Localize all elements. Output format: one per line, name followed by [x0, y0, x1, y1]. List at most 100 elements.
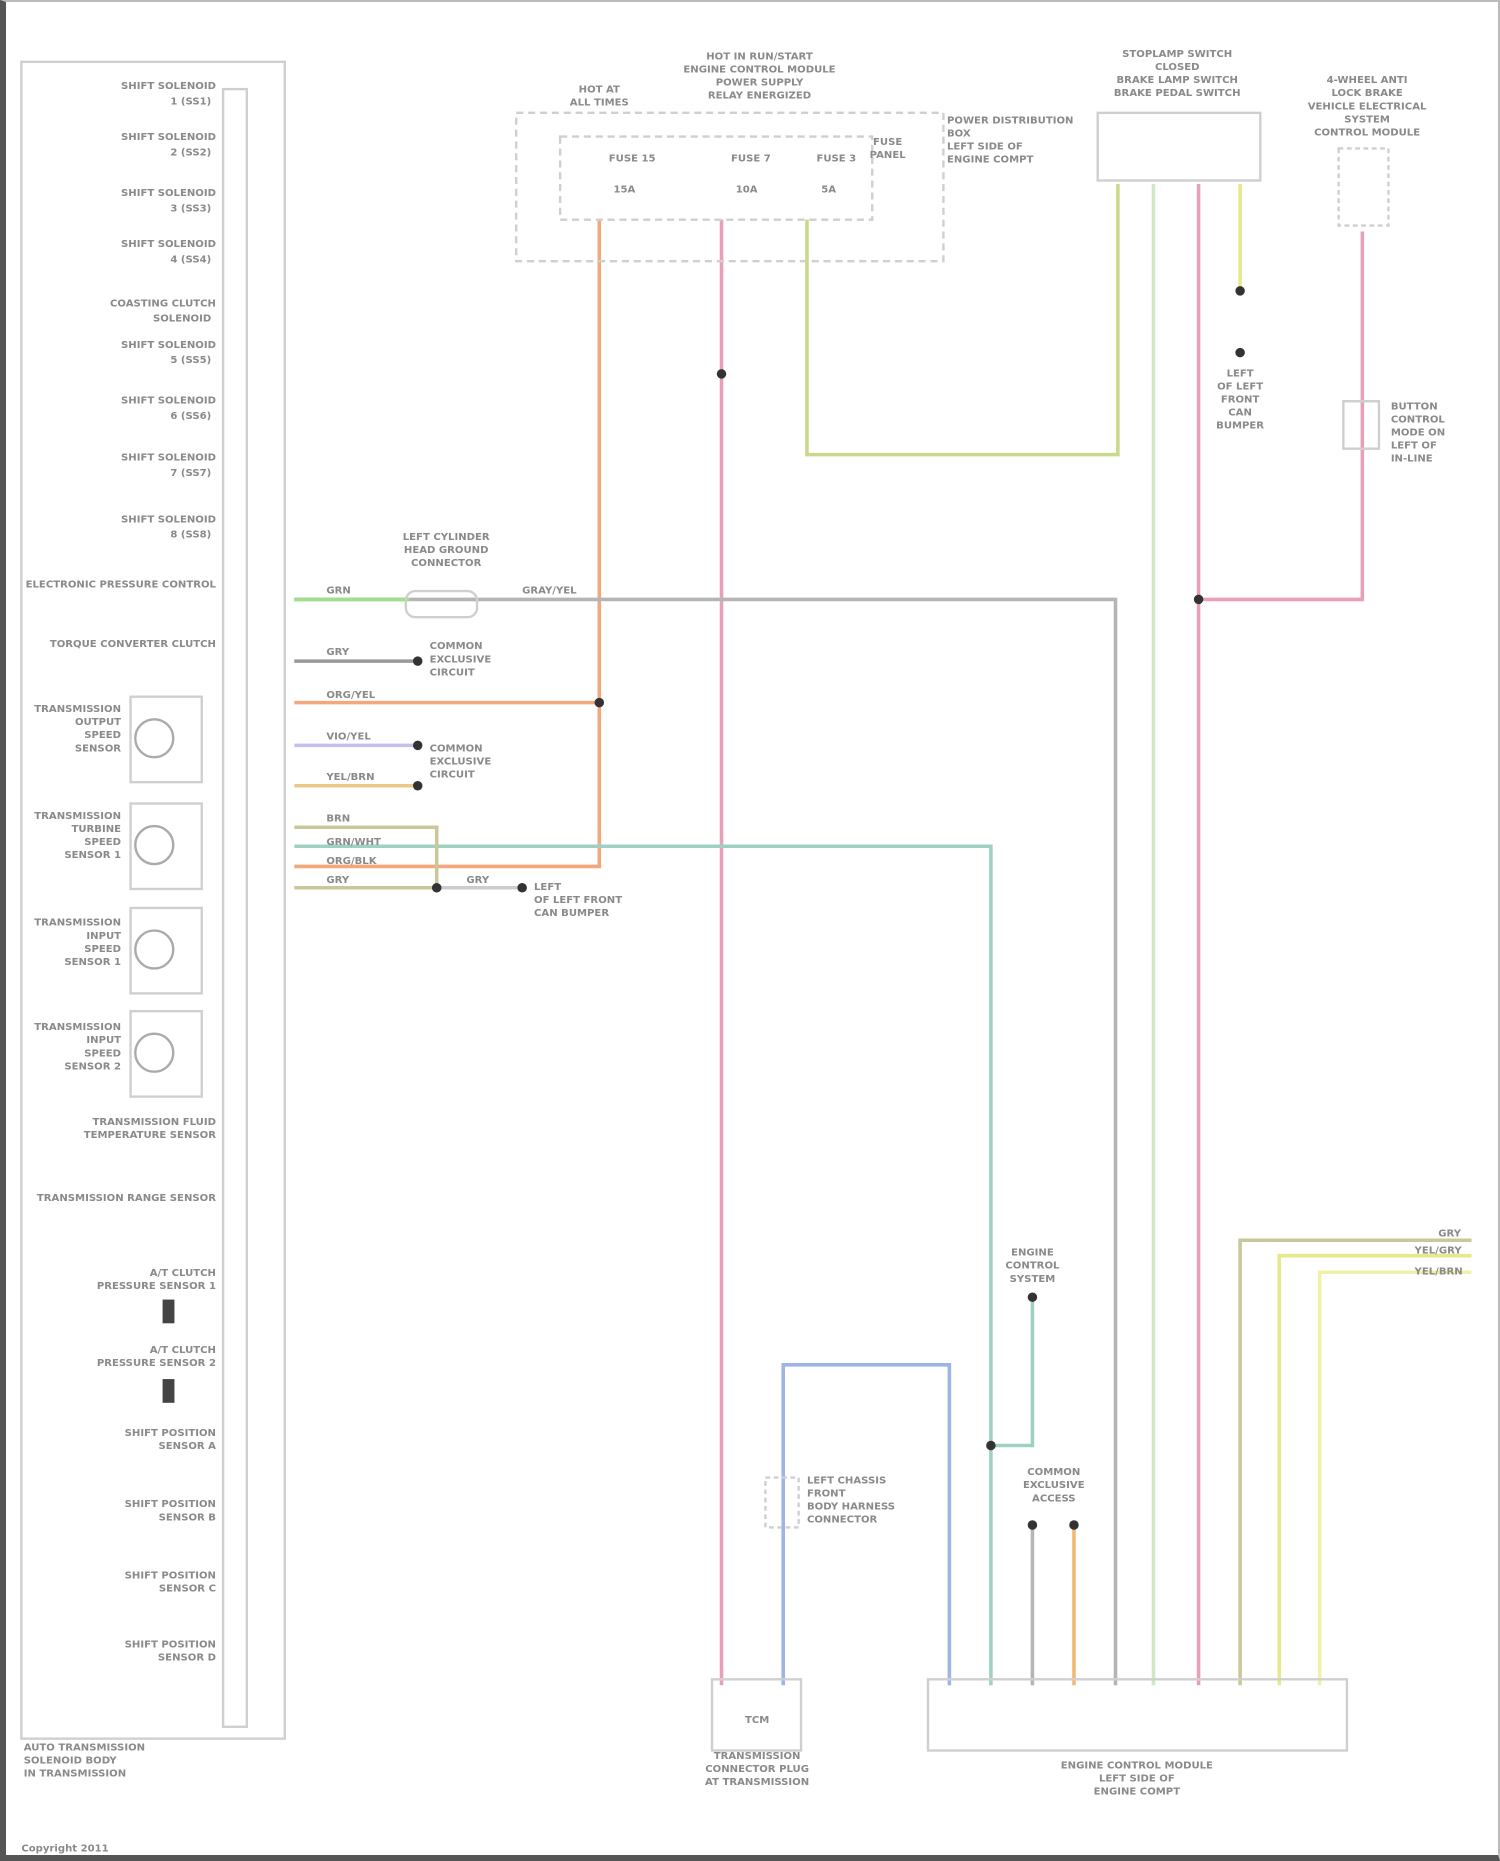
speed-sensor-label: SPEED — [84, 837, 121, 848]
component-sub: 2 (SS2) — [170, 148, 211, 159]
sensor-label: SHIFT POSITION — [125, 1428, 216, 1439]
speed-sensor-body — [129, 906, 203, 995]
control-module-box — [1337, 147, 1390, 227]
component-name: SHIFT SOLENOID — [121, 132, 216, 143]
module-title: AUTO TRANSMISSION — [24, 1743, 145, 1754]
speed-sensor-label: SPEED — [84, 730, 121, 741]
power-distribution-label: ENGINE COMPT — [947, 155, 1034, 166]
sensor-label: SHIFT POSITION — [125, 1639, 216, 1650]
speed-sensor-label: SENSOR 1 — [64, 850, 121, 861]
chassis-connector-label: LEFT CHASSIS — [807, 1476, 886, 1487]
ground-note-label: CAN BUMPER — [534, 908, 609, 919]
wire-label-gnd: GRY — [466, 875, 489, 886]
common-access-label: EXCLUSIVE — [1023, 1480, 1085, 1491]
wire-label-r2: YEL/GRY — [1414, 1245, 1463, 1256]
splice-dot — [431, 883, 442, 893]
splice-dot — [594, 697, 605, 708]
trans-connector-pin: TCM — [745, 1715, 769, 1726]
component-boxes — [20, 60, 1390, 1752]
sensor-label: A/T CLUTCH — [150, 1268, 216, 1279]
hot-at-all-times-label: HOT AT — [579, 85, 620, 96]
trans-connector-label: AT TRANSMISSION — [705, 1777, 809, 1788]
cylinder-head-connector — [404, 589, 479, 619]
component-name: SHIFT SOLENOID — [121, 396, 216, 407]
sensor-label: SENSOR C — [159, 1583, 216, 1594]
component-sub: 6 (SS6) — [170, 411, 211, 422]
wire-label-olv: GRY — [326, 875, 349, 886]
stoplamp-switch-label: BRAKE PEDAL SWITCH — [1114, 88, 1241, 99]
splice-dot — [1235, 286, 1245, 296]
power-distribution-box — [515, 111, 945, 263]
component-sub: 1 (SS1) — [170, 97, 211, 108]
ecm-label: LEFT SIDE OF — [1099, 1773, 1175, 1784]
speed-sensor-label: SENSOR 2 — [64, 1061, 121, 1072]
wire-brn-loop — [294, 825, 439, 890]
speed-sensor-label: TURBINE — [71, 824, 121, 835]
fuse-name: FUSE 15 — [609, 154, 656, 165]
ground-label: BUMPER — [1216, 421, 1264, 432]
wire-label-org2: ORG/BLK — [326, 856, 377, 867]
inline-splice-label: BUTTON — [1391, 402, 1438, 413]
sensor-label: TRANSMISSION RANGE SENSOR — [37, 1193, 216, 1204]
splice-dot — [986, 1440, 996, 1451]
hot-in-run-label: POWER SUPPLY — [716, 78, 804, 89]
footer-text: Copyright 2011 — [21, 1843, 108, 1854]
hot-in-run-label: ENGINE CONTROL MODULE — [683, 65, 835, 76]
speed-sensor-label: TRANSMISSION — [34, 704, 121, 715]
speed-sensor-body — [129, 695, 203, 784]
control-module-label: CONTROL MODULE — [1314, 127, 1420, 138]
wire-light-yellow — [1317, 1270, 1472, 1686]
fuse-name: FUSE 3 — [816, 154, 856, 165]
wire-blue — [781, 1363, 952, 1686]
component-sub: 3 (SS3) — [170, 203, 211, 214]
cylinder-head-connector-label: LEFT CYLINDER — [403, 532, 490, 543]
inline-splice-label: LEFT OF — [1391, 441, 1437, 452]
hot-at-all-times-label: ALL TIMES — [570, 98, 629, 109]
ground-label: CAN — [1228, 407, 1252, 418]
fuse-panel — [558, 135, 874, 221]
inline-splice-box — [1342, 400, 1381, 450]
stoplamp-switch-label: CLOSED — [1155, 62, 1200, 73]
wire-label-green: GRN — [326, 585, 350, 596]
module-title: IN TRANSMISSION — [24, 1769, 126, 1780]
sensor-label: PRESSURE SENSOR 1 — [97, 1281, 216, 1292]
wire-olive — [1238, 1238, 1472, 1686]
stoplamp-switch-box — [1096, 111, 1262, 182]
stoplamp-switch-label: STOPLAMP SWITCH — [1122, 49, 1232, 60]
fuse-panel-label: PANEL — [870, 150, 907, 161]
ecm-label: ENGINE CONTROL MODULE — [1061, 1760, 1213, 1771]
module-title: SOLENOID BODY — [24, 1756, 118, 1767]
wire-yellow-green — [805, 184, 1120, 457]
control-module-label: 4-WHEEL ANTI — [1327, 75, 1408, 86]
splice-dot — [716, 369, 727, 379]
fuse-rating: 15A — [614, 184, 636, 195]
component-name: TORQUE CONVERTER CLUTCH — [50, 639, 216, 650]
ground-label: FRONT — [1221, 394, 1260, 405]
labels: SHIFT SOLENOID 1 (SS1) SHIFT SOLENOID 2 (SS… — [21, 49, 1462, 1854]
power-distribution-label: LEFT SIDE OF — [947, 142, 1023, 153]
power-distribution-label: POWER DISTRIBUTION — [947, 116, 1073, 127]
inline-splice-label: MODE ON — [1391, 428, 1445, 439]
hot-in-run-label: RELAY ENERGIZED — [708, 91, 811, 102]
cylinder-head-connector-label: HEAD GROUND — [404, 545, 489, 556]
speed-sensor-icon — [134, 718, 175, 759]
ground-note-label: LEFT — [534, 882, 561, 893]
wire-label-violet: VIO/YEL — [326, 731, 371, 742]
common-access-label: COMMON — [1027, 1467, 1080, 1478]
component-name: SHIFT SOLENOID — [121, 81, 216, 92]
speed-sensor-label: SENSOR — [75, 743, 121, 754]
speed-sensor-label: TRANSMISSION — [34, 1022, 121, 1033]
speed-sensor-label: SPEED — [84, 944, 121, 955]
common-circuit-label: COMMON — [430, 641, 483, 652]
speed-sensor-body — [129, 802, 203, 891]
fuse-name: FUSE 7 — [731, 154, 771, 165]
component-name: SHIFT SOLENOID — [121, 188, 216, 199]
sensor-label: TRANSMISSION FLUID — [92, 1117, 215, 1128]
wire-label-r3: YEL/BRN — [1414, 1267, 1463, 1278]
wire-yellow-2 — [1277, 1253, 1472, 1686]
wire-gray — [294, 597, 1118, 1686]
trans-connector-label: TRANSMISSION — [714, 1751, 801, 1762]
wire-pink-ground — [1198, 231, 1365, 602]
